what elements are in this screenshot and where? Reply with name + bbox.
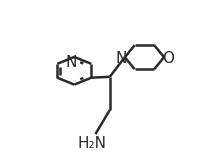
Text: N: N <box>115 51 127 66</box>
Text: H₂N: H₂N <box>77 136 106 151</box>
Text: O: O <box>162 51 174 66</box>
Text: N: N <box>66 55 77 70</box>
